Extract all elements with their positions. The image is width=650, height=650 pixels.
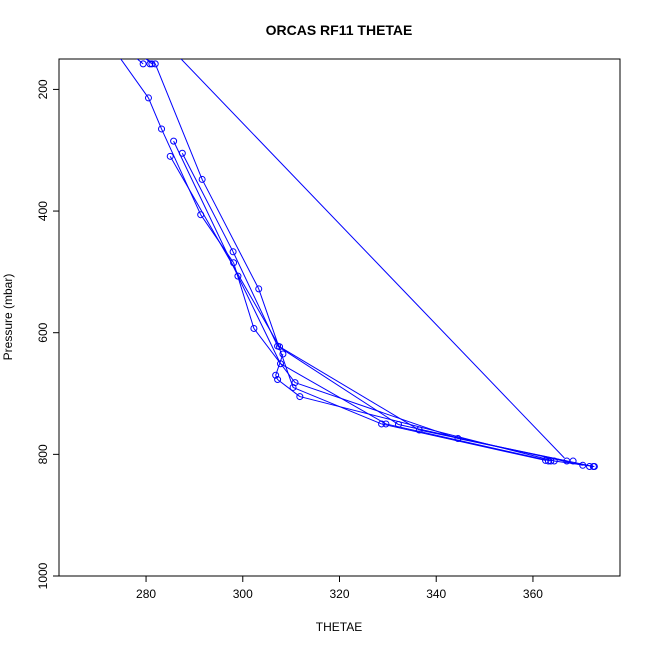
- series-line-segment: [253, 328, 296, 383]
- series-line-segment: [154, 63, 203, 180]
- data-point: [166, 152, 174, 160]
- data-points: [139, 60, 598, 471]
- data-point: [276, 360, 284, 368]
- data-lines: [120, 59, 595, 468]
- series-line-segment: [299, 396, 555, 462]
- data-point: [378, 420, 386, 428]
- data-point: [586, 463, 594, 471]
- data-point: [178, 149, 186, 157]
- data-point: [144, 94, 152, 102]
- x-tick-label: 280: [136, 587, 156, 601]
- data-point: [170, 137, 178, 145]
- series-line-segment: [201, 179, 260, 290]
- data-point: [395, 421, 403, 429]
- series-line-segment: [419, 429, 594, 468]
- data-point: [139, 60, 147, 68]
- data-point: [542, 456, 550, 464]
- data-point: [250, 324, 258, 332]
- data-point: [454, 435, 462, 443]
- data-point: [579, 461, 587, 469]
- data-point: [198, 175, 206, 183]
- x-tick-label: 320: [329, 587, 349, 601]
- y-axis-label: Pressure (mbar): [1, 274, 15, 361]
- data-point: [289, 383, 297, 391]
- series-line-segment: [381, 423, 546, 461]
- data-point: [151, 60, 159, 68]
- series-line-segment: [180, 59, 565, 459]
- data-point: [276, 343, 284, 351]
- series-line-segment: [258, 288, 294, 388]
- data-point: [255, 285, 263, 293]
- series-line-segment: [120, 59, 149, 99]
- chart-title: ORCAS RF11 THETAE: [266, 22, 413, 38]
- data-point: [279, 350, 287, 358]
- series-line-segment: [145, 59, 153, 65]
- y-tick-label: 1000: [36, 562, 50, 589]
- series-line-segment: [136, 59, 144, 65]
- data-point: [382, 420, 390, 428]
- x-tick-label: 340: [426, 587, 446, 601]
- data-point: [146, 60, 154, 68]
- series-line-segment: [275, 353, 284, 376]
- data-point: [158, 125, 166, 133]
- series-line-segment: [169, 156, 280, 347]
- series-line-segment: [161, 128, 202, 215]
- x-tick-label: 360: [523, 587, 543, 601]
- y-tick-label: 600: [36, 322, 50, 342]
- data-point: [229, 248, 237, 256]
- series-line-segment: [385, 423, 551, 462]
- y-tick-label: 400: [36, 201, 50, 221]
- series-line-segment: [173, 140, 239, 277]
- series-line-segment: [277, 379, 301, 397]
- data-point: [415, 426, 423, 434]
- plot-frame: [58, 58, 621, 577]
- x-tick-label: 300: [233, 587, 253, 601]
- series-line-segment: [279, 346, 420, 431]
- x-axis-label: THETAE: [316, 620, 362, 634]
- data-point: [148, 60, 156, 68]
- x-axis: 280 300 320 340 360: [136, 576, 543, 601]
- y-axis: 200 400 600 800 1000: [36, 79, 59, 589]
- series-line-segment: [277, 345, 399, 425]
- data-point: [272, 371, 280, 379]
- data-point: [230, 259, 238, 267]
- series-line-segment: [148, 97, 162, 130]
- data-point: [296, 393, 304, 401]
- data-point: [590, 463, 598, 471]
- y-tick-label: 200: [36, 79, 50, 99]
- data-point: [550, 457, 558, 465]
- series-line-segment: [275, 375, 279, 380]
- data-point: [569, 457, 577, 465]
- series-line-segment: [237, 275, 281, 364]
- data-point: [197, 211, 205, 219]
- y-tick-label: 800: [36, 444, 50, 464]
- data-point: [274, 376, 282, 384]
- data-point: [234, 272, 242, 280]
- data-point: [547, 457, 555, 465]
- series-line-segment: [181, 153, 234, 253]
